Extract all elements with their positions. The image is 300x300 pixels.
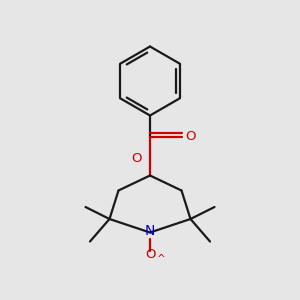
- Text: N: N: [145, 224, 155, 238]
- Text: O: O: [145, 248, 155, 262]
- Text: O: O: [185, 130, 196, 143]
- Text: O: O: [131, 152, 142, 165]
- Text: ^: ^: [157, 254, 165, 264]
